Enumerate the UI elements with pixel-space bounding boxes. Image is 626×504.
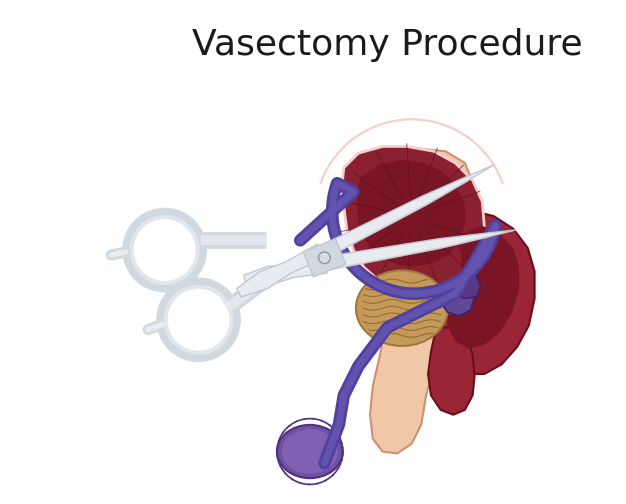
Circle shape bbox=[170, 291, 228, 349]
Polygon shape bbox=[244, 258, 327, 285]
Polygon shape bbox=[237, 244, 324, 297]
Polygon shape bbox=[319, 165, 495, 259]
Ellipse shape bbox=[277, 425, 343, 478]
Circle shape bbox=[319, 252, 331, 264]
Polygon shape bbox=[303, 239, 346, 277]
Polygon shape bbox=[441, 281, 475, 316]
Polygon shape bbox=[451, 271, 480, 298]
Polygon shape bbox=[356, 160, 465, 267]
Ellipse shape bbox=[282, 429, 338, 474]
Circle shape bbox=[136, 221, 193, 279]
Polygon shape bbox=[448, 226, 519, 349]
Polygon shape bbox=[342, 147, 485, 292]
Text: Vasectomy Procedure: Vasectomy Procedure bbox=[192, 28, 583, 62]
Polygon shape bbox=[354, 148, 473, 454]
Ellipse shape bbox=[356, 271, 448, 346]
Polygon shape bbox=[436, 211, 535, 374]
Polygon shape bbox=[324, 230, 516, 270]
Polygon shape bbox=[428, 328, 475, 415]
